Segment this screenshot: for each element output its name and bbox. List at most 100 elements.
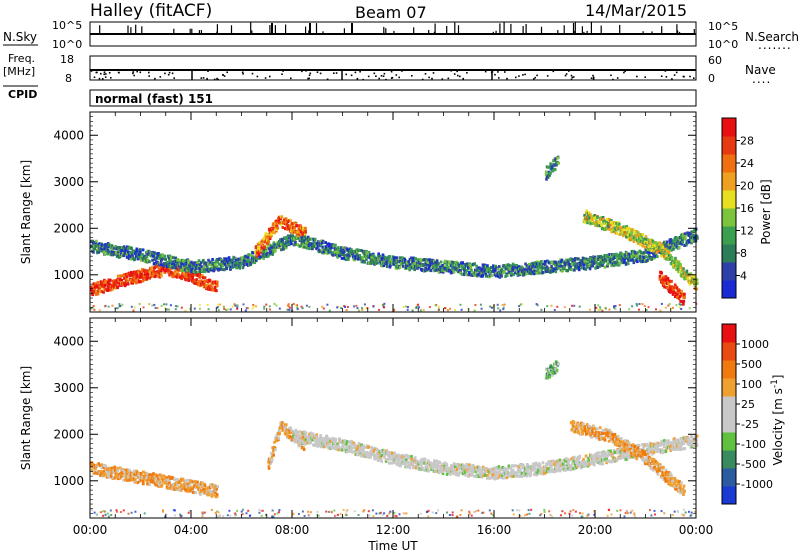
data-cell [353,256,357,260]
data-cell [608,223,612,227]
data-cell [357,309,360,312]
data-cell [675,240,678,244]
data-cell [631,258,635,262]
data-cell [617,255,621,259]
data-cell [400,261,403,265]
nave-dot [242,73,244,75]
freq-tick-bottom: 8 [65,72,72,85]
data-cell [149,254,153,258]
data-cell [484,274,488,278]
data-cell [451,267,454,271]
data-cell [292,302,295,305]
data-cell [211,492,214,496]
data-cell [226,308,229,311]
data-cell [311,247,314,251]
data-cell [281,226,285,229]
data-cell [676,261,679,265]
data-cell [623,225,627,229]
data-cell [278,241,282,245]
data-cell [372,449,376,453]
data-cell [139,248,142,252]
nave-dot [453,73,456,75]
data-cell [489,305,492,308]
data-cell [220,260,224,264]
data-cell [678,239,682,243]
data-cell [293,436,297,439]
data-cell [387,451,390,455]
data-cell [644,260,648,263]
data-cell [331,253,335,257]
data-cell [670,257,674,261]
data-cell [660,278,664,282]
data-cell [397,458,401,462]
data-cell [615,232,619,235]
data-cell [583,267,586,271]
data-cell [548,267,552,270]
data-cell [479,303,482,306]
data-cell [340,307,343,310]
data-cell [369,449,373,453]
data-cell [173,270,177,274]
data-cell [356,248,360,252]
data-cell [124,283,127,287]
data-cell [230,258,234,262]
data-cell [680,308,683,310]
data-cell [469,265,472,269]
data-cell [636,304,639,307]
data-cell [434,268,438,272]
data-cell [157,269,161,273]
data-cell [348,440,351,444]
data-cell [315,433,319,437]
nave-dot [309,72,312,75]
data-cell [549,171,552,175]
data-cell [310,237,314,241]
nave-dot [428,76,430,79]
data-cell [655,308,657,311]
data-cell [632,237,635,241]
data-cell [655,241,659,245]
data-cell [136,277,140,281]
data-cell [384,459,388,463]
data-cell [335,247,338,251]
nave-dot [506,77,508,80]
data-cell [423,258,426,261]
data-cell [345,442,348,446]
nave-dot [398,76,400,79]
data-cell [680,289,684,293]
data-cell [380,258,383,262]
data-cell [214,484,217,488]
data-cell [614,305,617,307]
data-cell [174,308,177,311]
data-cell [326,248,329,252]
data-cell [490,274,493,278]
data-cell [647,251,651,255]
data-cell [388,255,392,259]
data-cell [166,486,170,490]
nave-dot [380,75,383,77]
data-cell [529,268,532,271]
data-cell [304,434,307,437]
data-cell [251,307,254,310]
data-cell [195,280,198,283]
data-cell [357,444,361,448]
data-cell [108,244,111,247]
data-cell [394,266,398,270]
data-cell [219,262,222,266]
data-cell [352,249,355,253]
data-cell [273,440,276,444]
data-cell [205,487,208,491]
nave-dot [103,71,106,73]
data-cell [280,215,284,219]
data-cell [399,256,402,260]
data-cell [265,246,268,250]
data-cell [366,252,369,256]
data-cell [664,240,668,244]
data-cell [198,275,201,279]
data-cell [632,236,636,239]
data-cell [648,253,651,257]
data-cell [387,461,391,465]
data-cell [150,266,153,270]
data-cell [93,247,97,251]
data-cell [404,462,408,466]
data-cell [281,239,284,243]
